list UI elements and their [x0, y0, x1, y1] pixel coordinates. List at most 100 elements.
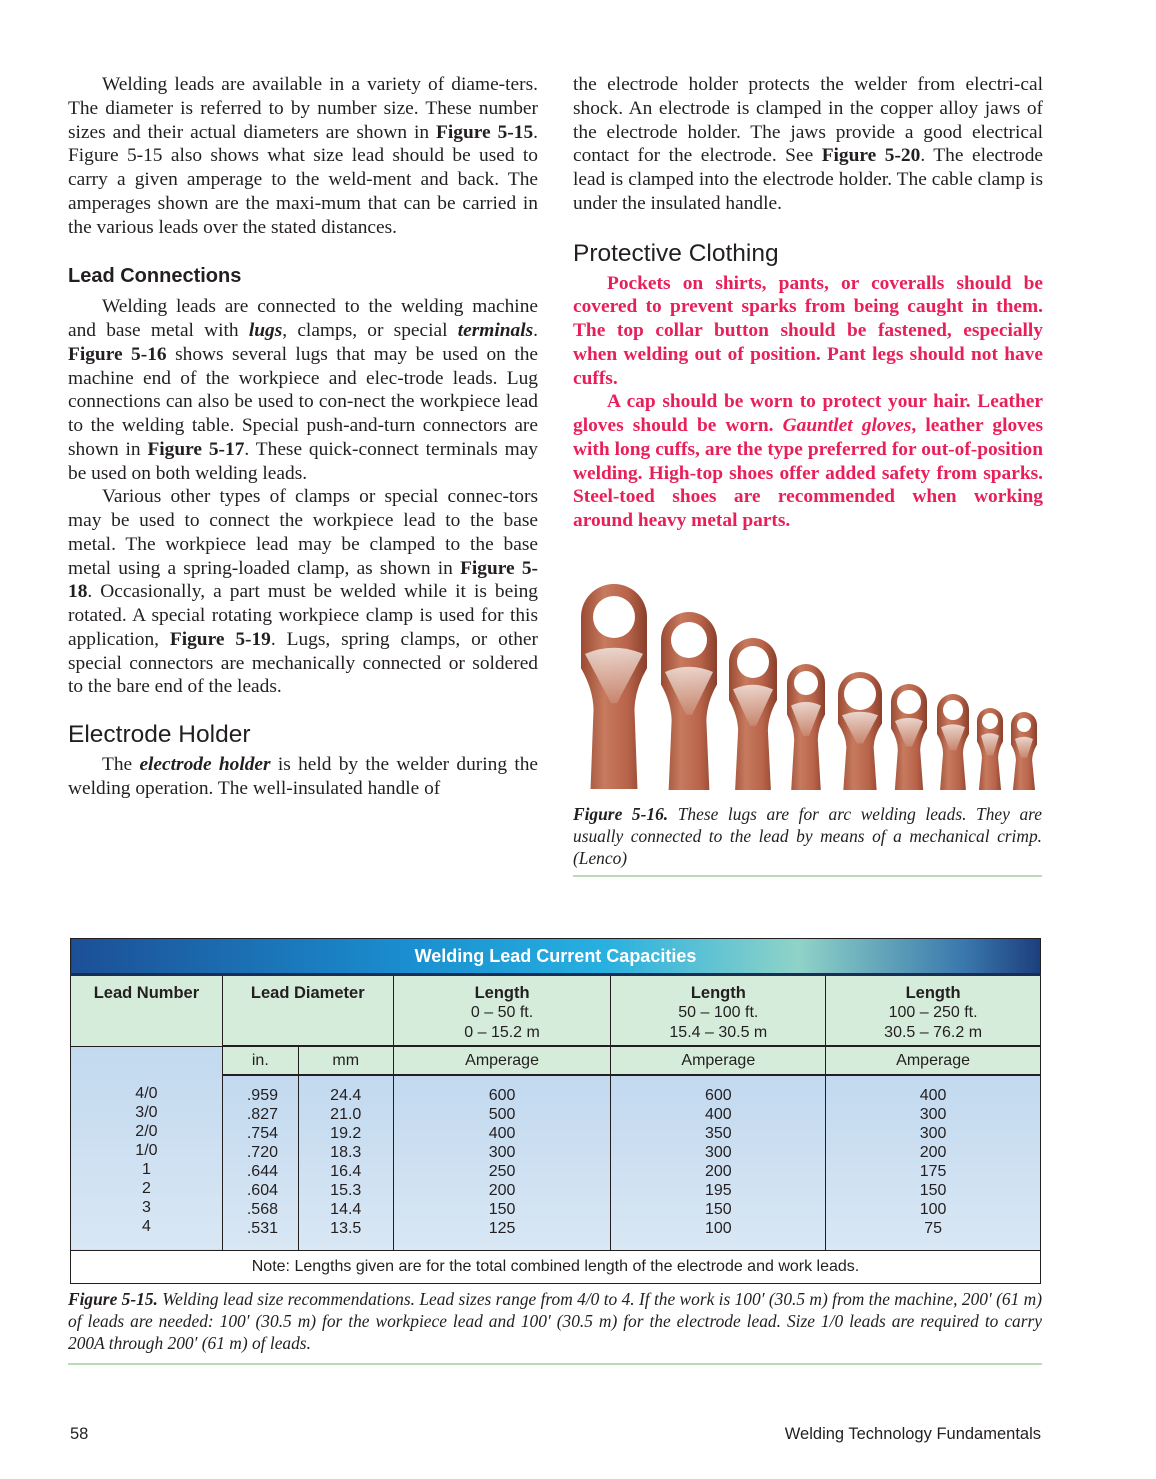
table-cell: 500 [488, 1106, 516, 1123]
lead-number-column: 4/0 3/0 2/0 1/0 1 2 3 4 [70, 1045, 223, 1251]
table-cell: 400 [488, 1125, 516, 1142]
table-cell: 250 [488, 1163, 516, 1180]
paragraph: the electrode holder protects the welder… [573, 73, 1043, 216]
table-cell: .531 [246, 1220, 278, 1237]
text-run: Various other types of clamps or special… [68, 486, 538, 579]
emphasis-text: terminals [457, 320, 534, 341]
header-lead-number: Lead Number [70, 974, 223, 1047]
table-cell: .604 [246, 1182, 278, 1199]
text-run: Pockets on shirts, pants, or coveralls s… [573, 272, 1043, 389]
in-column: .959 .827 .754 .720 .644 .604 .568 .531 [221, 1074, 299, 1251]
table-cell: 300 [919, 1125, 947, 1142]
lug [661, 612, 717, 790]
highlighted-paragraph: Pockets on shirts, pants, or coveralls s… [573, 272, 1043, 391]
table-cell: 600 [704, 1087, 732, 1104]
emphasis-text: lugs [248, 320, 283, 341]
subheader-amperage: Amperage [610, 1045, 827, 1076]
table-cell: 24.4 [330, 1087, 362, 1104]
welding-lead-table: Welding Lead Current Capacities Lead Num… [70, 938, 1041, 1284]
table-cell: 175 [919, 1163, 947, 1180]
table-cell: 19.2 [330, 1125, 362, 1142]
table-cell: 15.3 [330, 1182, 362, 1199]
table-cell: 100 [704, 1220, 732, 1237]
table-cell: 21.0 [330, 1106, 362, 1123]
paragraph: Welding leads are available in a variety… [68, 73, 538, 239]
caption-text: These lugs are for arc welding leads. Th… [573, 804, 1042, 868]
table-cell: 600 [488, 1087, 516, 1104]
table-cell: 3 [141, 1198, 151, 1216]
table-cell: 1 [141, 1160, 151, 1178]
table-cell: 100 [919, 1201, 947, 1218]
table-cell: 150 [704, 1201, 732, 1218]
table-cell: .720 [246, 1144, 278, 1161]
paragraph: Various other types of clamps or special… [68, 485, 538, 699]
table-cell: 2/0 [135, 1122, 158, 1140]
header-lead-diameter: Lead Diameter [221, 974, 394, 1047]
table-cell: 4/0 [135, 1084, 158, 1102]
highlighted-paragraph: A cap should be worn to protect your hai… [573, 390, 1043, 533]
table-cell: .827 [246, 1106, 278, 1123]
subheader-amperage: Amperage [825, 1045, 1041, 1076]
lug [581, 584, 647, 789]
table-cell: 350 [704, 1125, 732, 1142]
section-heading: Electrode Holder [68, 721, 251, 748]
lug [891, 684, 927, 790]
table-cell: 4 [141, 1217, 151, 1235]
lug [977, 708, 1003, 790]
text-run: the electrode holder protects the welder… [573, 74, 1043, 167]
caption-label: Figure 5-16. [573, 804, 669, 824]
right-column: the electrode holder protects the welder… [573, 73, 1043, 533]
lug [1011, 712, 1037, 790]
table-cell: 3/0 [135, 1103, 158, 1121]
text-run: , clamps, or special [282, 320, 458, 341]
table-cell: 18.3 [330, 1144, 362, 1161]
table-cell: 125 [488, 1220, 516, 1237]
paragraph: The electrode holder is held by the weld… [68, 753, 538, 801]
caption-text: Welding lead size recommendations. Lead … [68, 1289, 1042, 1353]
emphasis-text: electrode holder [139, 754, 271, 775]
caption-label: Figure 5-15. [68, 1289, 158, 1309]
table-note: Note: Lengths given are for the total co… [70, 1250, 1041, 1284]
paragraph: Welding leads are connected to the weldi… [68, 295, 538, 485]
text-run: . These quick-connect terminals may be u… [68, 438, 539, 484]
text-run: . Occasionally, a part must be welded wh… [68, 581, 538, 650]
amp-0-50-column: 600 500 400 300 250 200 150 125 [392, 1074, 612, 1251]
table-cell: 1/0 [135, 1141, 158, 1159]
table-cell: 75 [924, 1220, 942, 1237]
emphasis-text: Gauntlet gloves [782, 415, 912, 436]
lug [838, 672, 882, 790]
table-cell: 195 [704, 1182, 732, 1199]
figure-5-15-caption: Figure 5-15. Welding lead size recommend… [68, 1288, 1042, 1365]
table-cell: 300 [488, 1144, 516, 1161]
text-run: , leather gloves with long cuffs, are th… [573, 415, 1044, 531]
table-title: Welding Lead Current Capacities [70, 938, 1041, 976]
table-cell: 16.4 [330, 1163, 362, 1180]
table-cell: .754 [246, 1125, 278, 1142]
text-run: is held by the welder during the welding… [68, 754, 539, 799]
emphasis-text: Figure 5-20 [821, 145, 921, 167]
section-heading: Protective Clothing [573, 239, 779, 267]
left-column: Welding leads are available in a variety… [68, 73, 538, 801]
text-run: . Lugs, spring clamps, or other special … [68, 628, 538, 698]
text-run: Welding leads are connected to the weldi… [68, 296, 538, 341]
subheader-mm: mm [297, 1045, 394, 1076]
subheader-amperage: Amperage [392, 1045, 612, 1076]
text-run: . Figure 5-15 also shows what size lead … [68, 121, 538, 238]
amp-50-100-column: 600 400 350 300 200 195 150 100 [610, 1074, 827, 1251]
amp-100-250-column: 400 300 300 200 175 150 100 75 [825, 1074, 1041, 1251]
mm-column: 24.4 21.0 19.2 18.3 16.4 15.3 14.4 13.5 [297, 1074, 394, 1251]
table-cell: .568 [246, 1201, 278, 1218]
table-cell: .644 [246, 1163, 278, 1180]
text-run: A cap should be worn to protect your hai… [573, 391, 1043, 436]
table-cell: 200 [488, 1182, 516, 1199]
emphasis-text: Figure 5-16 [68, 343, 167, 365]
header-length-100-250: Length 100 – 250 ft. 30.5 – 76.2 m [825, 974, 1041, 1047]
emphasis-text: Figure 5-17 [147, 438, 245, 460]
table-cell: 2 [141, 1179, 151, 1197]
table-cell: 150 [488, 1201, 516, 1218]
text-run: . [533, 320, 539, 341]
section-heading: Lead Connections [68, 265, 242, 288]
copper-lugs-photo [581, 584, 1037, 790]
table-cell: 200 [919, 1144, 947, 1161]
emphasis-text: Figure 5-18 [68, 557, 538, 603]
